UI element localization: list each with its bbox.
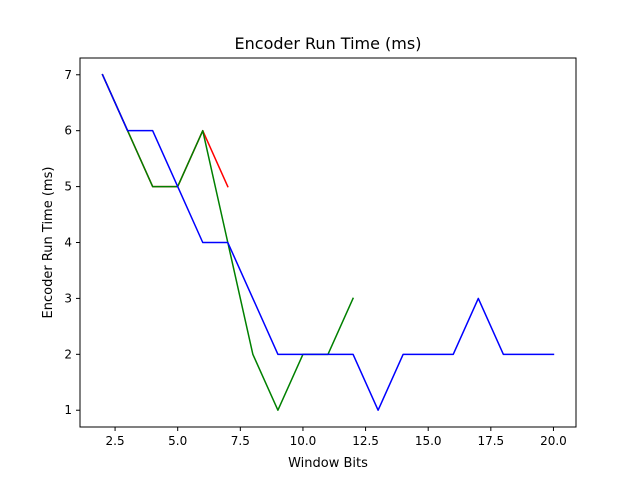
y-tick-label: 5 [64,180,72,194]
y-tick-label: 6 [64,124,72,138]
x-tick-label: 7.5 [231,434,250,448]
x-tick-label: 12.5 [352,434,379,448]
y-axis: 1 2 3 4 5 6 7 [64,68,80,417]
x-axis: 2.5 5.0 7.5 10.0 12.5 15.0 17.5 20.0 [106,427,567,448]
x-tick-label: 20.0 [540,434,567,448]
y-tick-label: 2 [64,347,72,361]
series-layer [101,73,555,411]
x-tick-label: 15.0 [415,434,442,448]
y-tick-label: 3 [64,291,72,305]
x-tick-label: 5.0 [168,434,187,448]
x-tick-label: 17.5 [477,434,504,448]
y-tick-label: 1 [64,403,72,417]
chart-title: Encoder Run Time (ms) [235,34,422,53]
series-line-1 [101,73,229,188]
x-tick-label: 10.0 [290,434,317,448]
y-axis-label: Encoder Run Time (ms) [41,167,56,319]
y-tick-label: 7 [64,68,72,82]
series-line-3 [101,73,555,411]
y-tick-label: 4 [64,236,72,250]
x-tick-label: 2.5 [106,434,125,448]
x-axis-label: Window Bits [288,456,368,471]
plot-frame [79,57,577,428]
